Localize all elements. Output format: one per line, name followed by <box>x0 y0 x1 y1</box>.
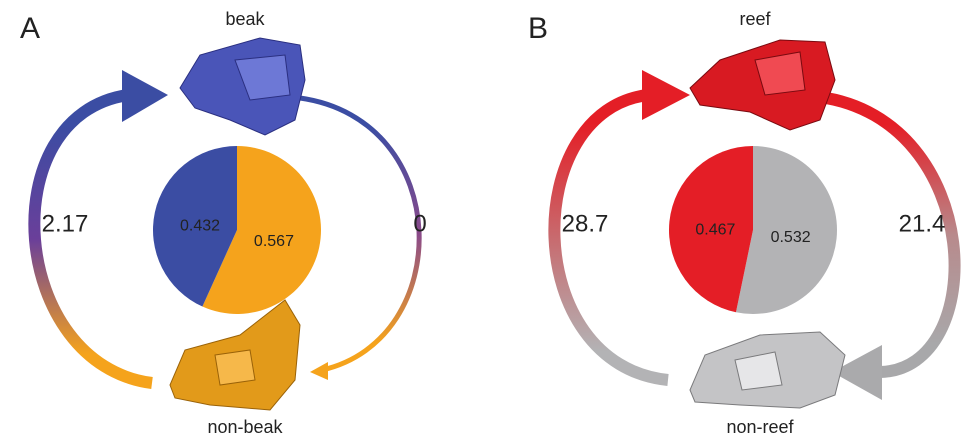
slice-label: 0.467 <box>695 221 735 238</box>
state-label: beak <box>225 9 265 29</box>
panel-label: A <box>20 12 40 45</box>
rate-label: 0 <box>413 210 426 237</box>
pie-slice <box>735 146 837 314</box>
pie-slice <box>202 146 322 314</box>
panel-label: B <box>528 12 548 45</box>
arrow-head <box>832 345 882 400</box>
skull-reef <box>689 39 836 131</box>
pie-slice <box>669 146 753 313</box>
rate-label: 28.7 <box>562 210 609 237</box>
state-label: reef <box>739 9 771 29</box>
slice-label: 0.567 <box>254 233 294 250</box>
pie-slice <box>153 146 237 307</box>
arrow <box>819 91 961 378</box>
arrow-head <box>642 70 690 120</box>
state-label: non-reef <box>726 417 794 437</box>
skull-non-beak <box>169 299 301 411</box>
arrow-head <box>122 70 168 122</box>
rate-label: 21.4 <box>899 210 946 237</box>
arrow <box>548 89 669 386</box>
skull-beak <box>179 37 306 136</box>
skull-non-reef <box>689 331 846 409</box>
rate-label: 2.17 <box>42 210 89 237</box>
arrow <box>28 89 153 389</box>
arrow-head <box>310 362 328 380</box>
slice-label: 0.532 <box>771 229 811 246</box>
arrow <box>299 95 422 373</box>
slice-label: 0.432 <box>180 217 220 234</box>
state-label: non-beak <box>207 417 283 437</box>
